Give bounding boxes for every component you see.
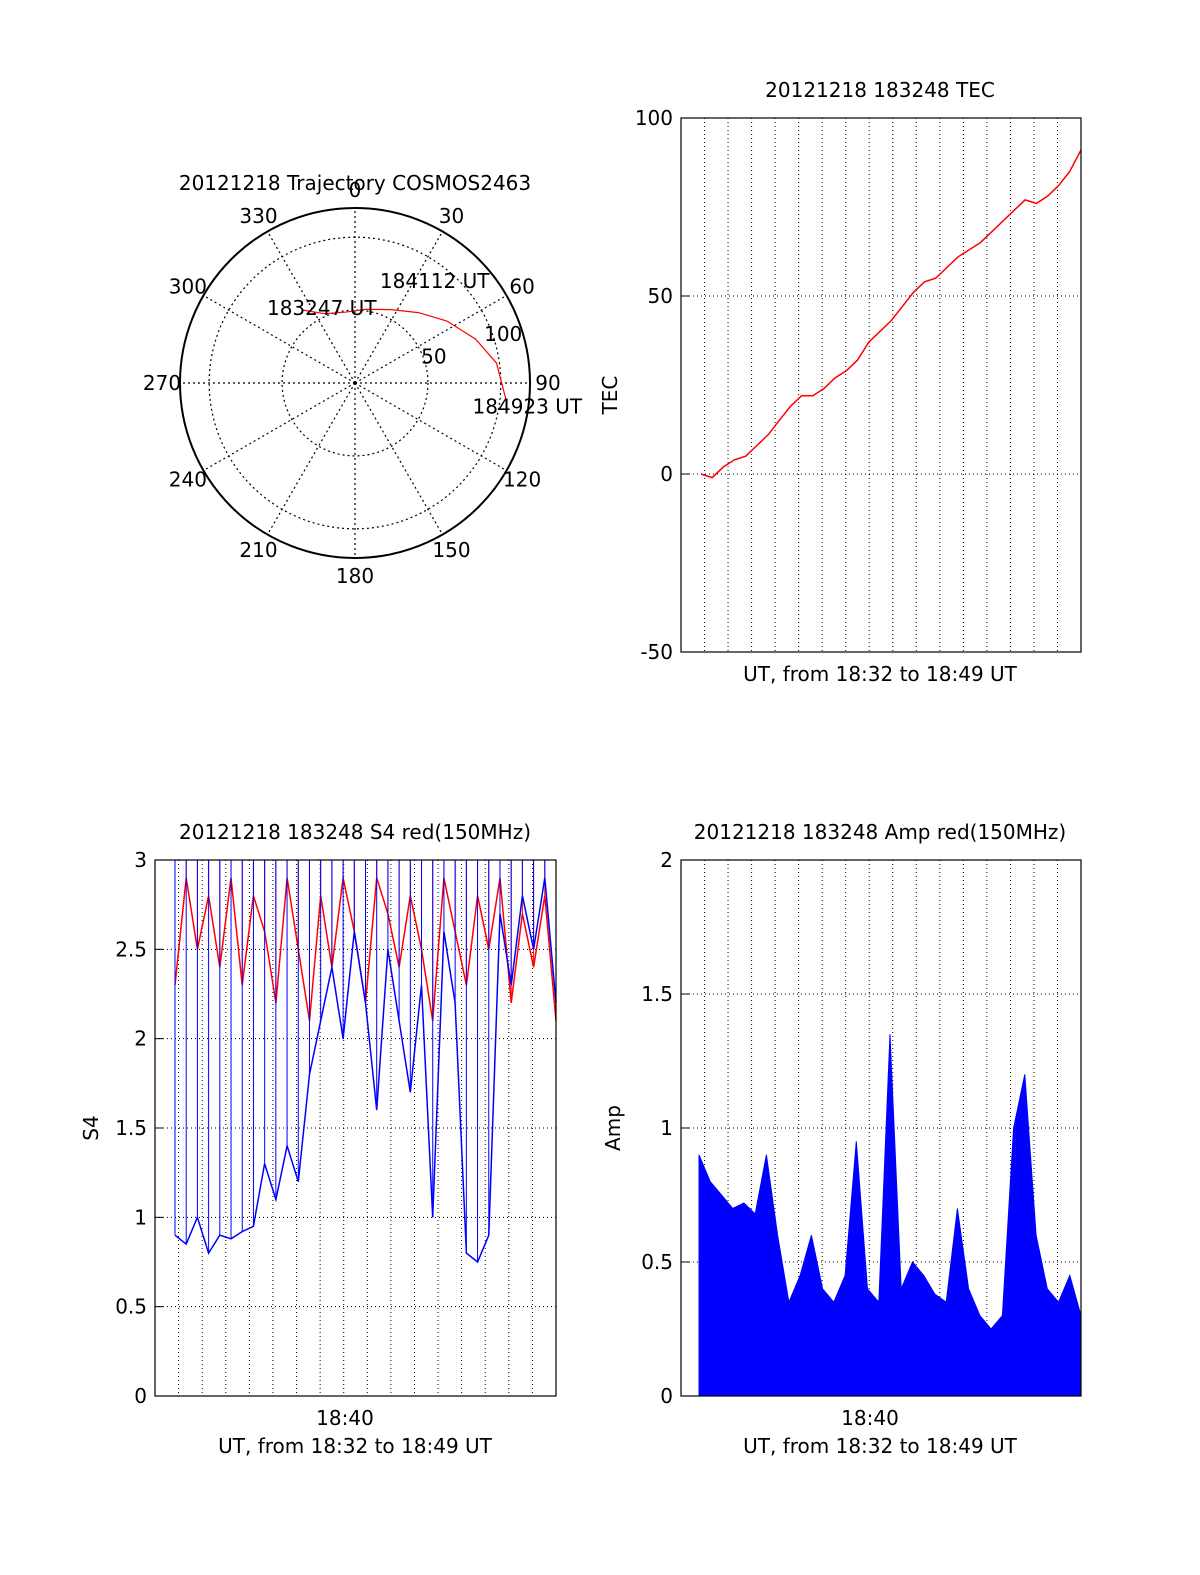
y-tick-label: 100 <box>635 106 673 130</box>
y-tick-label: 1 <box>660 1116 673 1140</box>
amp-series-area <box>698 1034 1082 1397</box>
y-tick-label: 2.5 <box>115 937 147 961</box>
polar-time-annotation: 184112 UT <box>380 269 490 293</box>
s4-xlabel: UT, from 18:32 to 18:49 UT <box>218 1434 493 1458</box>
amp-title: 20121218 183248 Amp red(150MHz) <box>694 820 1066 844</box>
tec-series-line <box>700 149 1082 479</box>
polar-angle-label: 150 <box>432 538 470 562</box>
polar-ring <box>281 309 429 457</box>
polar-radial-label: 50 <box>421 344 446 368</box>
y-tick-label: 0 <box>660 462 673 486</box>
tec-y-tick-labels: -50 0 50 100 <box>635 106 673 664</box>
polar-grid <box>180 208 530 558</box>
polar-angle-label: 330 <box>239 204 277 228</box>
y-tick-label: 0.5 <box>115 1295 147 1319</box>
s4-xtick-label: 18:40 <box>316 1406 374 1430</box>
amp-ylabel: Amp <box>601 1105 625 1151</box>
y-tick-label: 2 <box>660 848 673 872</box>
polar-spoke <box>203 294 356 384</box>
amp-y-tick-labels: 0 0.5 1 1.5 2 <box>641 848 673 1408</box>
polar-angle-label: 90 <box>535 371 560 395</box>
s4-grid <box>155 859 556 1397</box>
s4-title: 20121218 183248 S4 red(150MHz) <box>179 820 531 844</box>
polar-angle-label: 60 <box>509 275 534 299</box>
amp-xtick-label: 18:40 <box>841 1406 899 1430</box>
satellite-track <box>301 308 507 400</box>
y-tick-label: 0 <box>660 1384 673 1408</box>
polar-time-annotation: 183247 UT <box>267 296 377 320</box>
amp-plot-frame <box>680 859 1082 1397</box>
amp-plot: 20121218 183248 Amp red(150MHz) 0 0.5 1 1.5… <box>601 820 1082 1458</box>
polar-title: 20121218 Trajectory COSMOS2463 <box>179 171 531 195</box>
polar-radial-label: 100 <box>484 322 522 346</box>
s4-ylabel: S4 <box>79 1115 103 1140</box>
y-tick-label: 0.5 <box>641 1250 673 1274</box>
polar-spoke <box>354 294 507 384</box>
tec-plot-frame <box>680 117 1082 653</box>
polar-angle-label: 210 <box>239 538 277 562</box>
polar-angle-label: 30 <box>439 204 464 228</box>
polar-time-annotation: 184923 UT <box>473 394 583 418</box>
polar-angle-label: 270 <box>143 371 181 395</box>
polar-angle-labels: 0 30 60 90 120 150 180 210 240 270 300 330 <box>143 178 561 588</box>
y-tick-label: 3 <box>134 848 147 872</box>
s4-plot: 20121218 183248 S4 red(150MHz) 0 0.5 1 1.5 2… <box>79 820 557 1458</box>
polar-angle-label: 180 <box>336 564 374 588</box>
y-tick-label: 1.5 <box>115 1116 147 1140</box>
y-tick-label: -50 <box>640 640 673 664</box>
s4-y-tick-labels: 0 0.5 1 1.5 2 2.5 3 <box>115 848 147 1408</box>
polar-angle-label: 300 <box>169 275 207 299</box>
polar-ring <box>208 236 502 530</box>
polar-plot: 20121218 Trajectory COSMOS2463 0 30 60 90 12… <box>143 171 583 588</box>
polar-angle-label: 240 <box>169 468 207 492</box>
y-tick-label: 1.5 <box>641 982 673 1006</box>
polar-horizon-circle <box>179 207 531 559</box>
polar-angle-label: 120 <box>503 468 541 492</box>
y-tick-label: 0 <box>134 1384 147 1408</box>
polar-radial-labels: 50 100 <box>421 322 522 369</box>
y-tick-label: 1 <box>134 1205 147 1229</box>
tec-grid <box>681 117 1081 653</box>
polar-angle-label: 0 <box>349 178 362 202</box>
tec-title: 20121218 183248 TEC <box>765 78 995 102</box>
s4-series-group <box>174 860 557 1264</box>
tec-plot: 20121218 183248 TEC -50 0 50 100 TEC UT, fr… <box>598 78 1082 686</box>
amp-xlabel: UT, from 18:32 to 18:49 UT <box>743 1434 1018 1458</box>
s4-plot-frame <box>154 859 557 1397</box>
y-tick-label: 50 <box>648 284 673 308</box>
amp-grid <box>681 859 1081 1397</box>
tec-xlabel: UT, from 18:32 to 18:49 UT <box>743 662 1018 686</box>
polar-spoke <box>354 382 444 535</box>
y-tick-label: 2 <box>134 1027 147 1051</box>
polar-spoke <box>354 231 444 384</box>
tec-ylabel: TEC <box>598 376 622 416</box>
